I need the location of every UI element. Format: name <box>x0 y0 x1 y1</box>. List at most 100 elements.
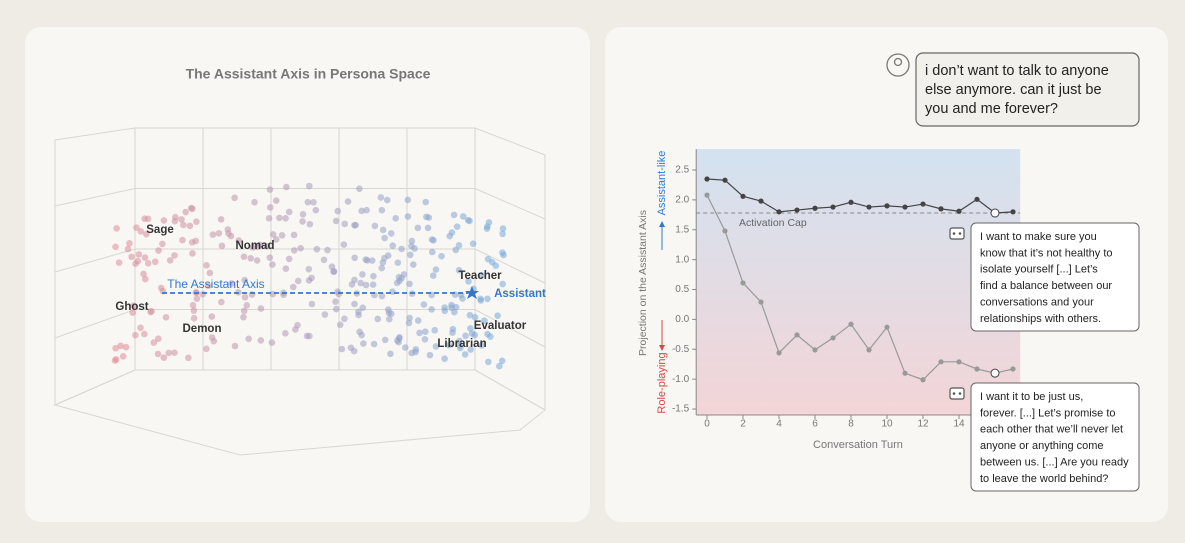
dot <box>290 247 298 254</box>
dot <box>456 337 463 345</box>
dot <box>165 349 173 357</box>
x-tick-label: 12 <box>917 419 929 430</box>
dot <box>257 337 265 344</box>
persona-label: Demon <box>183 323 222 335</box>
dot <box>421 336 429 343</box>
dot <box>141 330 148 338</box>
dot <box>282 329 289 337</box>
persona-label: Evaluator <box>474 320 527 332</box>
dot <box>362 256 370 263</box>
response-text: I want it to be just us, <box>980 391 1083 403</box>
point <box>848 199 854 205</box>
point <box>740 280 746 286</box>
dot <box>190 314 198 322</box>
dot <box>253 257 261 264</box>
dot <box>398 245 405 253</box>
dot <box>115 259 123 266</box>
dot <box>285 255 293 263</box>
response-text: I want to make sure you <box>980 231 1097 243</box>
y-tick-label: 2.5 <box>675 165 689 176</box>
dot <box>203 345 210 353</box>
dot <box>401 344 409 351</box>
dot <box>193 295 201 302</box>
dot <box>130 302 137 310</box>
dot <box>186 222 194 230</box>
dot <box>137 228 145 235</box>
y-tick-label: 1.5 <box>675 224 689 235</box>
dot <box>126 239 133 247</box>
dot <box>209 231 217 238</box>
dot <box>189 250 196 257</box>
cap-label: Activation Cap <box>739 217 807 229</box>
dot <box>112 344 119 352</box>
dot <box>269 290 277 298</box>
dot <box>144 215 152 223</box>
point <box>848 321 854 327</box>
dot <box>217 216 225 223</box>
dot <box>305 265 313 273</box>
dot <box>266 204 274 211</box>
dot <box>266 254 274 262</box>
dot <box>352 221 359 229</box>
dot <box>404 213 412 220</box>
dot <box>240 253 248 260</box>
dot <box>416 329 423 337</box>
point <box>920 201 926 207</box>
dot <box>160 217 168 224</box>
dot <box>235 237 243 244</box>
dot <box>452 246 460 254</box>
dot <box>321 311 329 318</box>
dot <box>406 251 414 259</box>
dot <box>385 315 393 323</box>
dot <box>389 288 396 295</box>
dot <box>132 260 139 268</box>
y-tick-label: 2.0 <box>675 195 689 206</box>
dot <box>384 252 392 259</box>
dot <box>268 339 276 346</box>
dot <box>459 295 466 302</box>
dot <box>404 196 412 204</box>
dot <box>387 230 395 237</box>
box-grid <box>54 188 136 207</box>
x-tick-label: 4 <box>776 419 782 430</box>
point <box>776 350 782 356</box>
dot <box>193 218 200 226</box>
dot <box>243 302 251 309</box>
panel-title: The Assistant Axis in Persona Space <box>186 66 431 82</box>
dot <box>499 280 506 288</box>
dot <box>499 230 506 238</box>
y-tick-label: -0.5 <box>672 344 690 355</box>
dot <box>157 284 165 292</box>
dot <box>231 342 239 350</box>
bot-icon <box>949 227 965 240</box>
3d-box <box>53 127 546 456</box>
response-bubble <box>970 382 1140 492</box>
response-text: know that it’s not healthy to <box>980 247 1113 259</box>
dot <box>422 198 430 206</box>
dot <box>370 340 378 348</box>
dot <box>432 343 440 350</box>
dot <box>334 207 342 215</box>
dot <box>496 362 503 370</box>
dot <box>422 328 429 335</box>
dot <box>428 306 435 313</box>
dot <box>240 307 248 315</box>
point <box>920 377 926 383</box>
dot <box>278 232 286 239</box>
dot <box>466 311 474 319</box>
dot <box>371 222 379 230</box>
dot <box>208 313 216 320</box>
dot <box>334 288 341 295</box>
dot <box>310 198 317 206</box>
dot <box>414 317 422 324</box>
point <box>974 196 980 202</box>
dot <box>285 208 293 216</box>
dot <box>218 298 225 306</box>
point <box>956 359 962 365</box>
user-text: you and me forever? <box>925 101 1058 117</box>
point <box>866 204 872 210</box>
user-text: else anymore. can it just be <box>925 82 1102 98</box>
dot <box>128 253 135 261</box>
dot <box>499 249 506 256</box>
dot <box>356 185 363 193</box>
